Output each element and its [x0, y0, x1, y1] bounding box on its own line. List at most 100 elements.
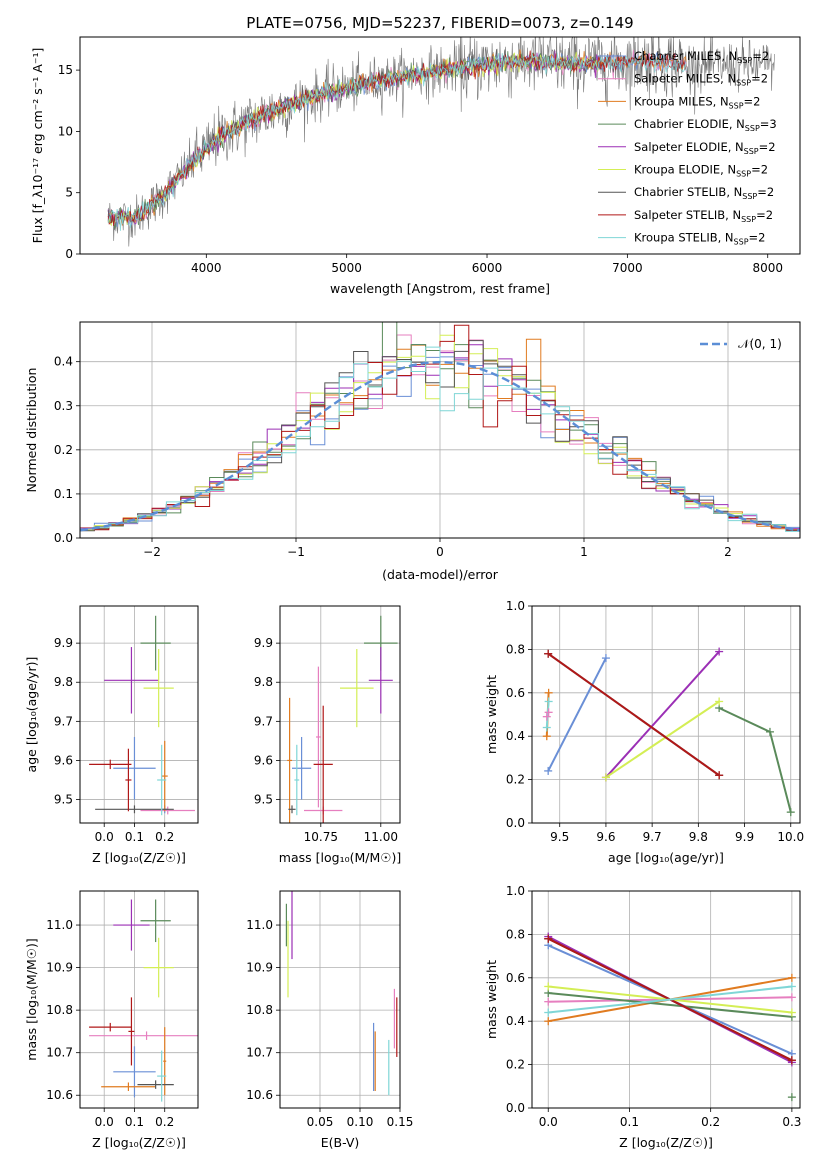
y-tick-label: 1.0: [506, 599, 525, 613]
y-tick-label: 0.6: [506, 686, 525, 700]
x-tick-label: 5000: [331, 261, 362, 275]
normal-curve: [80, 360, 800, 532]
plot-area: [80, 322, 800, 538]
legend-entry: Kroupa ELODIE, NSSP=2: [634, 163, 768, 179]
plot-area: [89, 899, 198, 1102]
axes-frame: [279, 890, 401, 1109]
weight-line: [547, 652, 720, 777]
y-tick-label: 1.0: [506, 884, 525, 898]
y-axis-label: age [log₁₀(age/yr)]: [24, 657, 39, 773]
y-tick-label: 10.9: [46, 961, 73, 975]
weight-line: [605, 650, 720, 779]
axes-frame: [79, 605, 199, 824]
y-tick-label: 0.8: [506, 642, 525, 656]
legend-entry: Chabrier MILES, NSSP=2: [634, 49, 769, 65]
weight-line: [547, 657, 607, 772]
legend-nssp: =2: [751, 163, 768, 177]
legend-entry: 𝒩(0, 1): [738, 337, 782, 351]
plot-area: [285, 891, 398, 1096]
x-axis-label: E(B-V): [321, 1135, 360, 1150]
legend-entry: Salpeter STELIB, NSSP=2: [634, 208, 773, 224]
plot-area: [107, 37, 775, 247]
legend-sub: SSP: [729, 101, 744, 110]
y-tick-label: 9.5: [254, 793, 273, 807]
x-tick-label: 0.3: [782, 1115, 801, 1129]
y-tick-label: 5: [65, 186, 73, 200]
y-tick-label: 10.9: [246, 961, 273, 975]
y-tick-label: 11.0: [46, 918, 73, 932]
axes-frame: [279, 605, 401, 824]
x-tick-label: 0.05: [307, 1115, 334, 1129]
x-tick-label: 6000: [472, 261, 503, 275]
x-tick-label: 9.6: [596, 830, 615, 844]
x-tick-label: 2: [724, 545, 732, 559]
x-axis-label: Z [log₁₀(Z/Z☉)]: [619, 1135, 713, 1150]
weight-line: [605, 700, 720, 779]
plot-area: [89, 615, 195, 816]
legend-nssp: =2: [744, 94, 761, 108]
y-axis-label: mass weight: [484, 960, 499, 1039]
legend-entry: Kroupa STELIB, NSSP=2: [634, 231, 765, 247]
plot-weight-vs-Z: 0.0 0.1 0.2 0.3 0.0 0.2 0.4 0.6 0.8 1.0 Z [log₁₀(Z…: [484, 884, 801, 1150]
plot-area: [547, 935, 793, 1064]
y-tick-label: 0.0: [54, 531, 73, 545]
legend-sub: SSP: [741, 215, 756, 224]
legend-name: Chabrier ELODIE, N: [634, 117, 745, 131]
y-tick-label: 9.6: [254, 753, 273, 767]
legend-sub: SSP: [736, 170, 751, 179]
y-tick-label: 15: [58, 63, 73, 77]
weight-line: [548, 992, 792, 1018]
y-tick-label: 9.7: [254, 714, 273, 728]
x-tick-label: 8000: [752, 261, 783, 275]
legend-name: Kroupa MILES, N: [634, 94, 729, 108]
x-tick-label: 9.7: [643, 830, 662, 844]
x-tick-label: 0: [436, 545, 444, 559]
x-tick-label: −1: [287, 545, 305, 559]
legend-nssp: =2: [756, 208, 773, 222]
y-tick-label: 0.4: [506, 1014, 525, 1028]
x-tick-label: 0.0: [95, 830, 114, 844]
y-tick-label: 10.6: [46, 1088, 73, 1102]
model-spectrum-line: [107, 52, 687, 231]
y-tick-label: 10.7: [46, 1046, 73, 1060]
x-tick-label: 0.0: [95, 1115, 114, 1129]
x-tick-label: 10.75: [304, 830, 338, 844]
weight-line: [718, 707, 792, 813]
y-tick-label: 0.3: [54, 399, 73, 413]
x-tick-label: 10.0: [777, 830, 804, 844]
legend-sub: SSP: [736, 79, 751, 88]
y-axis-label: Flux [f_λ10⁻¹⁷ erg cm⁻² s⁻¹ A⁻¹]: [30, 48, 45, 244]
x-tick-label: 9.5: [550, 830, 569, 844]
legend-entry: Kroupa MILES, NSSP=2: [634, 94, 760, 110]
legend-name: Kroupa ELODIE, N: [634, 163, 736, 177]
y-axis-label: mass weight: [484, 675, 499, 754]
plot-age-vs-mass: 10.75 11.00 9.5 9.6 9.7 9.8 9.9 mass [log₁₀(M/M…: [254, 605, 401, 865]
legend-nssp: =2: [759, 140, 776, 154]
x-tick-label: 4000: [191, 261, 222, 275]
x-tick-label: 0.1: [125, 1115, 144, 1129]
plot-area: [545, 650, 792, 813]
y-tick-label: 10.7: [246, 1046, 273, 1060]
x-tick-label: 0.2: [155, 830, 174, 844]
y-tick-label: 10.8: [46, 1003, 73, 1017]
y-tick-label: 9.9: [254, 636, 273, 650]
y-tick-label: 11.0: [246, 918, 273, 932]
y-tick-label: 0.1: [54, 487, 73, 501]
y-tick-label: 0.8: [506, 927, 525, 941]
x-tick-label: 7000: [612, 261, 643, 275]
axes-frame: [531, 605, 801, 824]
x-tick-label: 0.2: [701, 1115, 720, 1129]
legend-nssp: =2: [757, 185, 774, 199]
legend-nssp: =3: [760, 117, 777, 131]
plot-age-vs-Z: 0.0 0.1 0.2 9.5 9.6 9.7 9.8 9.9 Z [log₁₀(Z/Z☉)] a…: [24, 605, 199, 865]
legend-name: Salpeter STELIB, N: [634, 208, 741, 222]
weight-line: [548, 985, 793, 1014]
model-spectrum-line: [107, 48, 687, 225]
figure-title: PLATE=0756, MJD=52237, FIBERID=0073, z=0…: [246, 14, 633, 32]
x-tick-label: 0.10: [347, 1115, 374, 1129]
legend-nssp: =2: [749, 231, 766, 245]
x-tick-label: 0.1: [620, 1115, 639, 1129]
y-axis-label: mass [log₁₀(M/M☉)]: [24, 938, 39, 1060]
y-tick-label: 9.7: [54, 714, 73, 728]
